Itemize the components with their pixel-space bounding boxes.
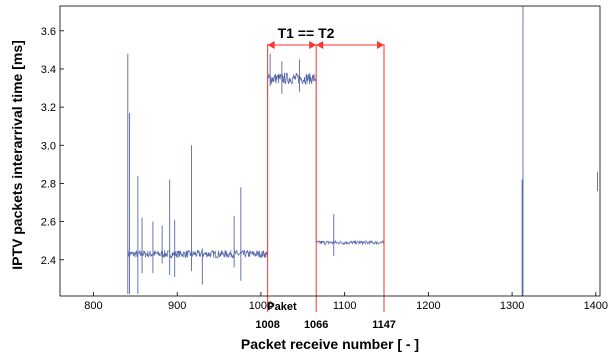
x-tick-label: 1100	[333, 300, 357, 312]
x-tick-label: 900	[168, 300, 186, 312]
x-tick-label: 1400	[584, 300, 608, 312]
marker-label: 1066	[304, 319, 328, 331]
y-tick-label: 2.4	[41, 255, 56, 267]
y-tick-label: 3.0	[41, 140, 56, 152]
plot-frame	[59, 5, 601, 297]
arrow-head-left	[267, 41, 275, 49]
x-tick-label: 800	[84, 300, 102, 312]
arrow-head-left	[316, 41, 324, 49]
series-layer	[127, 6, 598, 296]
y-tick-label: 3.4	[41, 64, 56, 76]
y-axis-title: IPTV packets interarrival time [ms]	[9, 40, 25, 270]
x-tick-label: 1300	[500, 300, 524, 312]
y-tick-label: 2.6	[41, 217, 56, 229]
arrow-head-right	[377, 41, 384, 49]
y-tick-label: 3.6	[41, 26, 56, 38]
arrow-head-right	[309, 41, 317, 49]
paket-label: Paket	[267, 301, 297, 313]
marker-label: 1147	[372, 319, 396, 331]
x-tick-label: 1200	[416, 300, 440, 312]
marker-label: 1008	[255, 319, 279, 331]
series-line	[127, 72, 385, 259]
marker-layer: 1008 1066 1147	[255, 41, 396, 331]
y-tick-label: 3.2	[41, 102, 56, 114]
x-axis-title: Packet receive number [ - ]	[241, 336, 419, 352]
t1-t2-label: T1 == T2	[278, 25, 335, 41]
ticks-layer: 800 900 1000 1100 1200 1300 1400 2.4 2.6 2.8 3.0 3.…	[41, 26, 608, 312]
x-tick-label: 1000	[249, 300, 273, 312]
y-tick-label: 2.8	[41, 178, 56, 190]
